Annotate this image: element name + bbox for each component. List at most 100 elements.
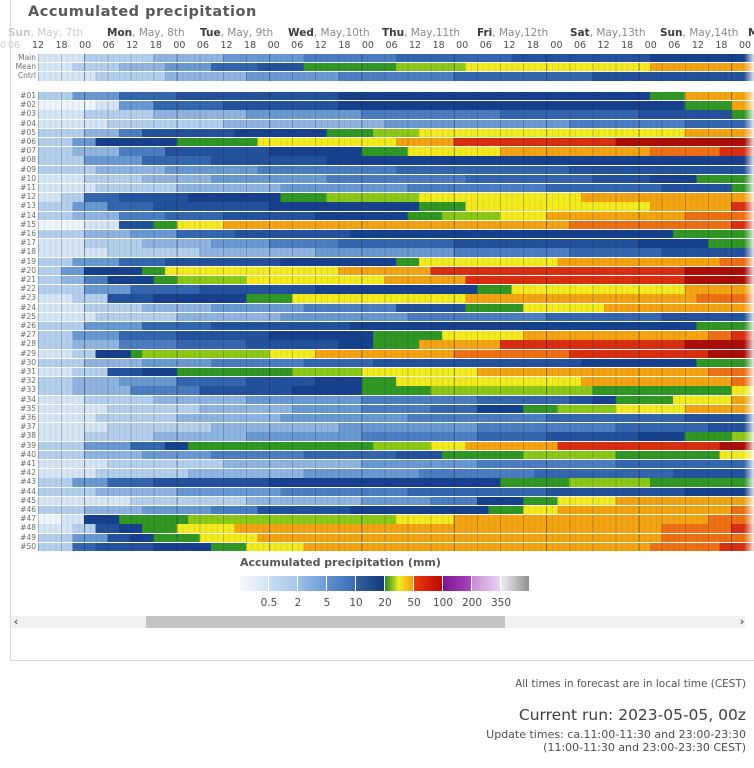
heatmap-row-43: [38, 478, 754, 487]
row-label-47: #47: [20, 514, 36, 524]
heatmap-row-37: [38, 423, 754, 432]
row-label-04: #04: [20, 118, 36, 128]
legend-color-segment: [240, 576, 269, 591]
row-label-28: #28: [20, 339, 36, 349]
row-label-32: #32: [20, 376, 36, 386]
scroll-left-icon[interactable]: ‹: [13, 615, 19, 628]
row-label-38: #38: [20, 431, 36, 441]
heatmap-row-30: [38, 358, 754, 368]
scroll-right-icon[interactable]: ›: [739, 615, 745, 628]
row-label-12: #12: [20, 192, 36, 202]
day-axis-label: Tue, May, 9th: [200, 27, 274, 39]
heatmap-row-03: [38, 110, 754, 119]
row-label-15: #15: [20, 219, 36, 229]
hour-axis-label: 06: [479, 40, 492, 51]
hour-axis-label: 18: [526, 40, 539, 51]
row-label-43: #43: [20, 477, 36, 487]
row-label-25: #25: [20, 311, 36, 321]
legend-color-segment: [356, 576, 385, 591]
hour-axis-label: 12: [220, 40, 233, 51]
heatmap-row-11: [38, 184, 754, 193]
row-label-49: #49: [20, 532, 36, 542]
row-label-14: #14: [20, 210, 36, 220]
row-label-16: #16: [20, 229, 36, 238]
row-label-23: #23: [20, 293, 36, 303]
heatmap-row-44: [38, 487, 754, 496]
row-label-03: #03: [20, 109, 36, 119]
heatmap-row-12: [38, 193, 754, 202]
hour-axis-label: 18: [715, 40, 728, 51]
hour-axis-label: 18: [338, 40, 351, 51]
hour-axis-label: 06: [573, 40, 587, 51]
row-label-39: #39: [20, 440, 36, 450]
heatmap-row-40: [38, 450, 754, 460]
row-label-34: #34: [20, 394, 36, 404]
row-label-09: #09: [20, 164, 36, 174]
heatmap-row-14: [38, 211, 754, 220]
hour-axis-label: 06: [291, 40, 304, 51]
row-label-20: #20: [20, 265, 36, 275]
row-label-11: #11: [20, 183, 36, 192]
legend-tick-label: 0.5: [260, 597, 278, 609]
heatmap-row-42: [38, 469, 754, 478]
hour-axis-label: 06: [385, 40, 398, 51]
heatmap-row-04: [38, 119, 754, 128]
row-label-01: #01: [20, 91, 36, 100]
heatmap-row-Mean: [38, 62, 754, 72]
hour-axis-label: 06: [7, 40, 21, 51]
heatmap-row-17: [38, 239, 754, 248]
heatmap-row-39: [38, 441, 754, 450]
heatmap-row-08: [38, 156, 754, 165]
row-label-42: #42: [20, 468, 36, 478]
legend-tick-labels: 0.5 2 5 10 20 50 100 200 350: [240, 597, 530, 611]
day-axis-label: Mon, May, 8th: [107, 27, 185, 39]
legend-tick-label: 2: [294, 597, 302, 609]
heatmap-row-15: [38, 220, 754, 230]
hour-axis-label: 18: [149, 40, 162, 51]
heatmap-row-10: [38, 174, 754, 184]
hour-axis-label: 06: [196, 40, 209, 51]
hour-axis-label: 0: [0, 40, 7, 51]
row-label-13: #13: [20, 201, 36, 211]
legend-color-segment: [501, 576, 530, 591]
hour-axis-label: 12: [409, 40, 422, 51]
legend-color-segment: [298, 576, 327, 591]
row-label-45: #45: [20, 495, 36, 505]
legend-tick-label: 5: [323, 597, 331, 609]
heatmap-row-Main: [38, 53, 754, 62]
day-axis-label: Fri, May,12th: [477, 27, 549, 39]
legend-tick-label: 20: [378, 597, 392, 609]
legend-tick-label: 200: [461, 597, 483, 609]
heatmap-row-47: [38, 515, 754, 524]
heatmap-row-49: [38, 533, 754, 542]
row-label-29: #29: [20, 348, 36, 358]
day-axis-label: Thu, May,11th: [382, 27, 460, 39]
legend-colorbar: [240, 576, 530, 591]
legend-tick-label: 350: [490, 597, 512, 609]
row-label-07: #07: [20, 146, 36, 156]
legend-title: Accumulated precipitation (mm): [240, 556, 441, 569]
hour-axis-label: 12: [597, 40, 610, 51]
row-label-30: #30: [20, 357, 36, 367]
heatmap-row-25: [38, 312, 754, 322]
heatmap-row-26: [38, 322, 754, 331]
heatmap-row-24: [38, 303, 754, 312]
hour-axis-label: 06: [102, 40, 115, 51]
row-label-02: #02: [20, 100, 36, 110]
row-label-33: #33: [20, 385, 36, 395]
horizontal-scrollbar-thumb[interactable]: [146, 616, 505, 628]
heatmap-row-16: [38, 230, 754, 239]
row-label-08: #08: [20, 155, 36, 165]
heatmap-row-23: [38, 294, 754, 303]
row-label-Mean: Mean: [15, 61, 36, 71]
hour-axis-label: 00: [456, 40, 469, 51]
heatmap-row-02: [38, 101, 754, 110]
legend-color-segment: [472, 576, 501, 591]
row-label-05: #05: [20, 127, 36, 137]
legend-color-segment: [327, 576, 356, 591]
heatmap-row-21: [38, 276, 754, 285]
heatmap-row-09: [38, 165, 754, 174]
row-label-10: #10: [20, 173, 36, 183]
hour-axis-label: 12: [31, 40, 45, 51]
